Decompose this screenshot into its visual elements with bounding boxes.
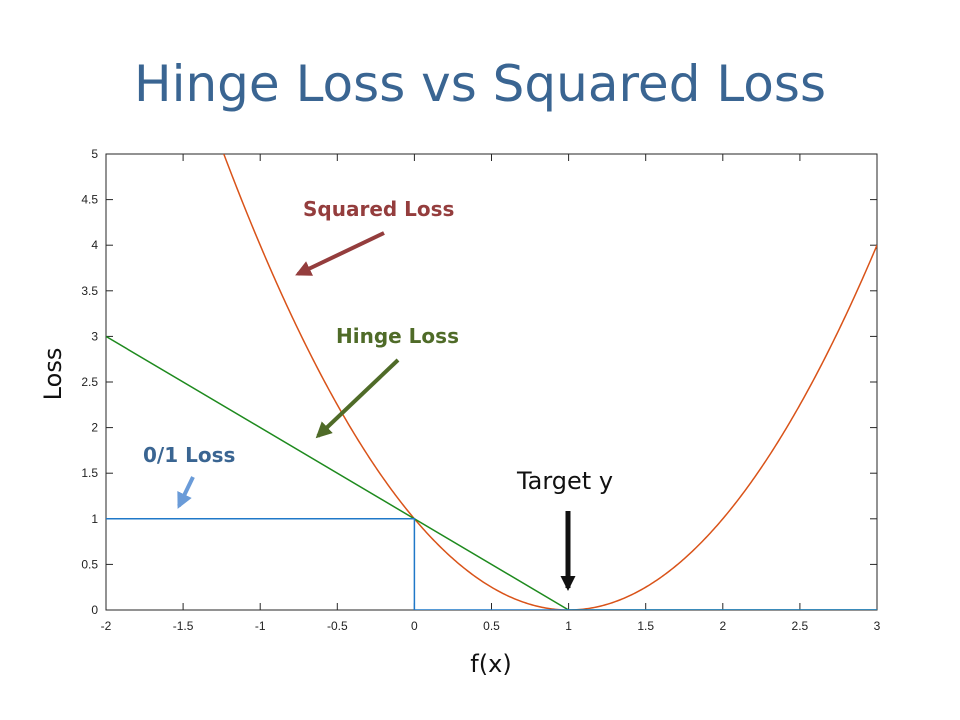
- x-tick-label: -1: [255, 619, 266, 633]
- y-tick-label: 4: [91, 238, 98, 252]
- x-tick-label: 0.5: [483, 619, 500, 633]
- y-tick-label: 5: [91, 147, 98, 161]
- x-tick-label: 1: [565, 619, 572, 633]
- zero-one-loss-callout-arrow: [177, 476, 195, 509]
- y-axis-ticks: 0 0.5 1 1.5 2 2.5 3 3.5 4 4.5 5: [81, 147, 877, 617]
- x-tick-label: 2: [719, 619, 726, 633]
- y-tick-label: 2.5: [81, 375, 98, 389]
- hinge-loss-series-line: [106, 335, 877, 610]
- y-tick-label: 1: [91, 512, 98, 526]
- x-tick-label: -0.5: [327, 619, 348, 633]
- y-tick-label: 0: [91, 603, 98, 617]
- x-tick-label: -2: [101, 619, 112, 633]
- y-tick-label: 1.5: [81, 466, 98, 480]
- zero-one-loss-series-line: [106, 518, 877, 610]
- x-tick-label: 2.5: [792, 619, 809, 633]
- y-tick-label: 4.5: [81, 193, 98, 207]
- x-axis-ticks: -2 -1.5 -1 -0.5 0 0.5 1 1.5 2 2.5 3: [101, 154, 881, 633]
- y-axis-label: Loss: [39, 348, 67, 401]
- zero-one-loss-callout: 0/1 Loss: [143, 443, 235, 467]
- y-tick-label: 0.5: [81, 557, 98, 571]
- plot-area: [105, 153, 878, 611]
- y-tick-label: 3: [91, 329, 98, 343]
- squared-loss-callout: Squared Loss: [303, 197, 454, 221]
- x-tick-label: 0: [411, 619, 418, 633]
- squared-loss-callout-arrow: [295, 231, 385, 276]
- x-tick-label: -1.5: [173, 619, 194, 633]
- x-tick-label: 3: [874, 619, 881, 633]
- slide-title: Hinge Loss vs Squared Loss: [134, 55, 826, 113]
- hinge-loss-callout-arrow: [315, 358, 400, 439]
- y-tick-label: 2: [91, 421, 98, 435]
- hinge-loss-callout: Hinge Loss: [336, 324, 459, 348]
- squared-loss-series-line: [223, 154, 877, 610]
- x-axis-label: f(x): [470, 650, 511, 678]
- x-tick-label: 1.5: [637, 619, 654, 633]
- y-tick-label: 3.5: [81, 284, 98, 298]
- target-y-label: Target y: [516, 467, 613, 495]
